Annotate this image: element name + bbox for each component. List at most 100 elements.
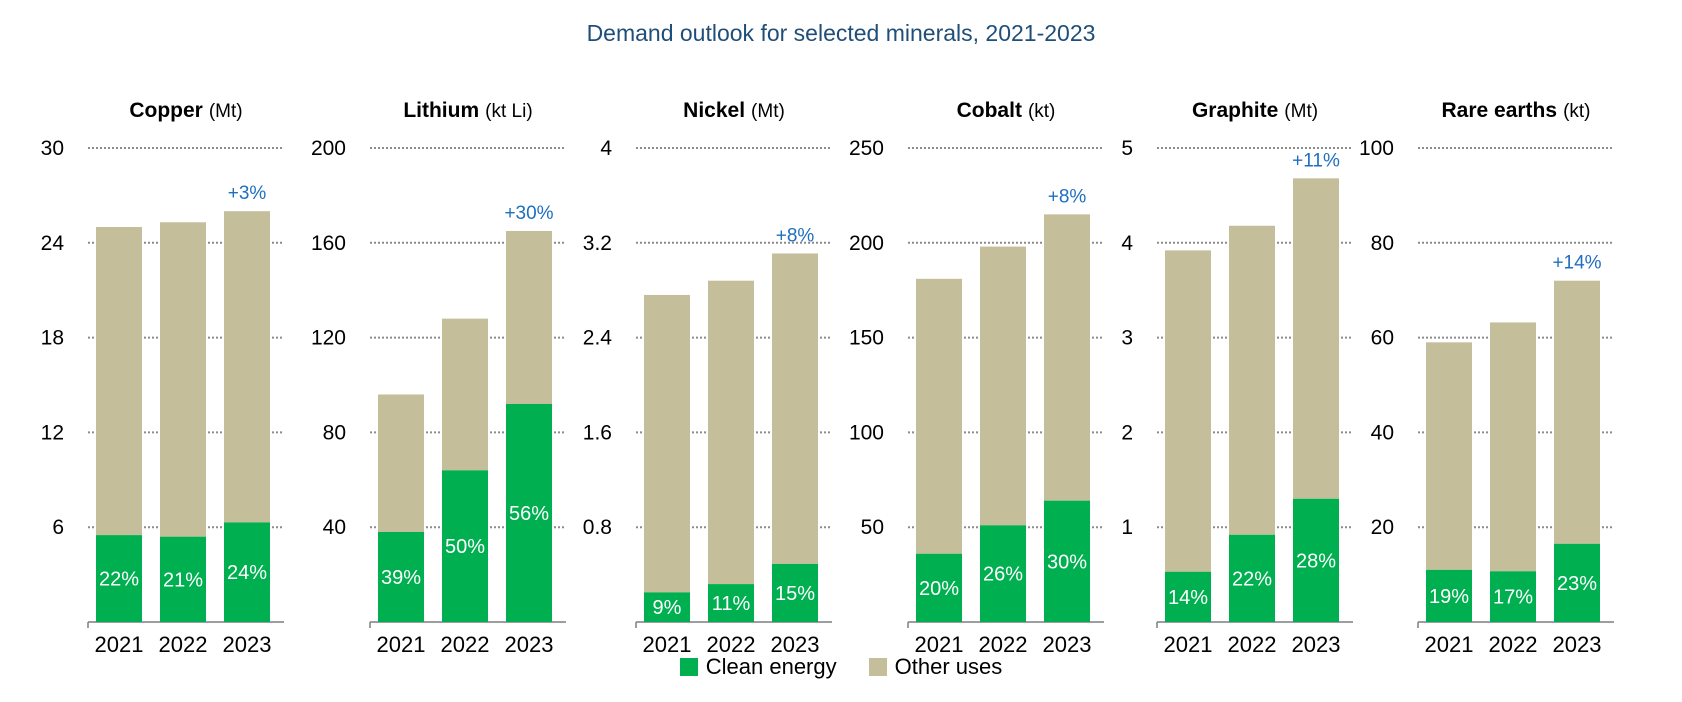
panel-title-name-cobalt: Cobalt (957, 99, 1022, 122)
bar-clean-cobalt-2022 (980, 525, 1026, 622)
y-tick-label-nickel-0: 0.8 (583, 516, 612, 539)
y-tick-label-graphite-1: 2 (1121, 421, 1133, 444)
x-tick-label-graphite-2022: 2022 (1228, 632, 1277, 657)
y-tick-label-copper-3: 24 (41, 232, 65, 255)
legend: Clean energy Other uses (0, 654, 1682, 680)
bar-clean-rare-earths-2021 (1426, 569, 1472, 622)
growth-label-lithium: +30% (504, 203, 553, 224)
panel-title-unit-rare-earths: (kt) (1563, 101, 1590, 122)
x-tick-label-lithium-2021: 2021 (377, 632, 426, 657)
share-label-copper-2023: 24% (227, 562, 267, 584)
panel-title-name-copper: Copper (129, 99, 203, 122)
share-label-cobalt-2022: 26% (983, 564, 1023, 586)
y-tick-label-rare-earths-0: 20 (1371, 516, 1394, 539)
share-label-lithium-2023: 56% (509, 503, 549, 525)
x-tick-label-graphite-2023: 2023 (1292, 632, 1341, 657)
x-tick-label-lithium-2022: 2022 (441, 632, 490, 657)
bar-clean-lithium-2022 (442, 470, 488, 622)
panel-title-name-graphite: Graphite (1192, 99, 1278, 122)
x-tick-label-rare-earths-2021: 2021 (1425, 632, 1474, 657)
x-tick-label-cobalt-2021: 2021 (915, 632, 964, 657)
bar-clean-lithium-2021 (378, 531, 424, 622)
share-label-graphite-2021: 14% (1168, 587, 1208, 609)
x-tick-label-cobalt-2022: 2022 (979, 632, 1028, 657)
share-label-rare-earths-2023: 23% (1557, 573, 1597, 595)
bar-clean-copper-2021 (96, 535, 142, 622)
y-tick-label-lithium-0: 40 (323, 516, 346, 539)
y-tick-label-copper-0: 6 (52, 516, 64, 539)
share-label-nickel-2022: 11% (712, 593, 751, 615)
growth-label-nickel: +8% (776, 225, 815, 246)
bar-other-cobalt-2023 (1044, 214, 1090, 501)
y-tick-label-nickel-3: 3.2 (583, 232, 612, 255)
bar-other-lithium-2022 (442, 318, 488, 471)
bar-clean-copper-2023 (224, 522, 270, 622)
bar-clean-graphite-2022 (1229, 534, 1275, 622)
share-label-graphite-2023: 28% (1296, 550, 1336, 572)
bar-other-copper-2022 (160, 222, 206, 537)
bar-other-copper-2021 (96, 227, 142, 536)
y-tick-label-copper-1: 12 (41, 421, 64, 444)
share-label-lithium-2021: 39% (381, 567, 421, 589)
share-label-nickel-2021: 9% (653, 597, 682, 619)
y-tick-label-graphite-2: 3 (1121, 327, 1133, 350)
growth-label-copper: +3% (228, 183, 267, 204)
bar-clean-nickel-2022 (708, 584, 754, 622)
y-tick-label-nickel-4: 4 (600, 137, 612, 160)
panel-graphite: Graphite (Mt) 1 2 3 4 5 14% 2021 22% 2022 28% 2023 +1… (1121, 99, 1353, 657)
y-tick-label-copper-4: 30 (41, 137, 64, 160)
bar-clean-graphite-2023 (1293, 498, 1339, 622)
growth-label-rare-earths: +14% (1552, 253, 1601, 274)
bar-other-lithium-2021 (378, 394, 424, 532)
y-tick-label-rare-earths-1: 40 (1371, 421, 1394, 444)
bar-other-graphite-2023 (1293, 178, 1339, 499)
y-tick-label-cobalt-0: 50 (861, 516, 884, 539)
y-tick-label-lithium-2: 120 (311, 327, 346, 350)
panel-rare-earths: Rare earths (kt) 20 40 60 80 100 19% 2021 17% 2022… (1359, 99, 1614, 657)
panel-title-unit-cobalt: (kt) (1028, 101, 1055, 122)
panel-title-lithium: Lithium (kt Li) (403, 99, 532, 122)
y-tick-label-graphite-4: 5 (1121, 137, 1133, 160)
bar-other-cobalt-2022 (980, 246, 1026, 526)
bar-other-rare-earths-2022 (1490, 322, 1536, 572)
bar-other-cobalt-2021 (916, 278, 962, 554)
bar-clean-nickel-2021 (644, 592, 690, 622)
bar-other-nickel-2022 (708, 280, 754, 585)
panel-copper: Copper (Mt) 6 12 18 24 30 22% 2021 21% 2022 24% 2023… (41, 99, 284, 657)
x-tick-label-nickel-2023: 2023 (771, 632, 820, 657)
share-label-rare-earths-2021: 19% (1429, 586, 1469, 608)
legend-swatch-clean-energy (679, 658, 698, 676)
bar-clean-rare-earths-2022 (1490, 571, 1536, 622)
bar-clean-nickel-2023 (772, 563, 818, 622)
x-tick-label-copper-2021: 2021 (95, 632, 144, 657)
growth-label-cobalt: +8% (1048, 186, 1087, 207)
panel-title-unit-nickel: (Mt) (751, 101, 785, 122)
growth-label-graphite: +11% (1292, 150, 1340, 171)
x-tick-label-copper-2023: 2023 (223, 632, 272, 657)
panel-title-unit-lithium: (kt Li) (485, 101, 533, 122)
bar-other-rare-earths-2021 (1426, 342, 1472, 570)
panel-title-rare-earths: Rare earths (kt) (1442, 99, 1591, 122)
share-label-cobalt-2021: 20% (919, 578, 959, 600)
panel-title-name-rare-earths: Rare earths (1442, 99, 1558, 122)
y-tick-label-nickel-1: 1.6 (583, 421, 612, 444)
legend-label-other-uses: Other uses (894, 654, 1003, 679)
bar-other-lithium-2023 (506, 230, 552, 404)
y-tick-label-rare-earths-2: 60 (1371, 327, 1394, 350)
y-tick-label-cobalt-4: 250 (849, 137, 884, 160)
panel-title-name-lithium: Lithium (403, 99, 479, 122)
y-tick-label-graphite-0: 1 (1121, 516, 1133, 539)
x-tick-label-nickel-2022: 2022 (707, 632, 756, 657)
bar-clean-rare-earths-2023 (1554, 543, 1600, 622)
bar-other-nickel-2023 (772, 253, 818, 564)
y-tick-label-lithium-1: 80 (323, 421, 346, 444)
x-tick-label-nickel-2021: 2021 (643, 632, 692, 657)
x-tick-label-cobalt-2023: 2023 (1043, 632, 1092, 657)
panel-nickel: Nickel (Mt) 0.8 1.6 2.4 3.2 4 9% 2021 11% 2022 15% 2… (583, 99, 832, 657)
y-tick-label-rare-earths-4: 100 (1359, 137, 1394, 160)
bar-clean-lithium-2023 (506, 403, 552, 622)
bar-clean-cobalt-2021 (916, 553, 962, 622)
share-label-nickel-2023: 15% (775, 583, 815, 605)
legend-item-clean-energy: Clean energy (679, 654, 837, 680)
bar-other-nickel-2021 (644, 294, 690, 593)
